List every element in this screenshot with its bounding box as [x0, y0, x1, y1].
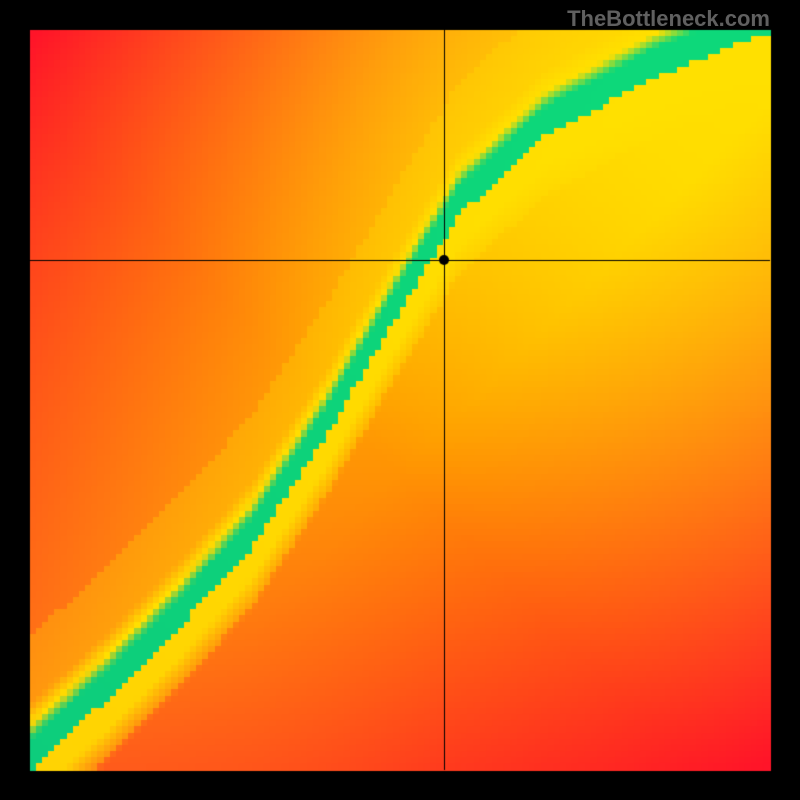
- stage: TheBottleneck.com: [0, 0, 800, 800]
- bottleneck-heatmap: [0, 0, 800, 800]
- branding-text: TheBottleneck.com: [567, 6, 770, 32]
